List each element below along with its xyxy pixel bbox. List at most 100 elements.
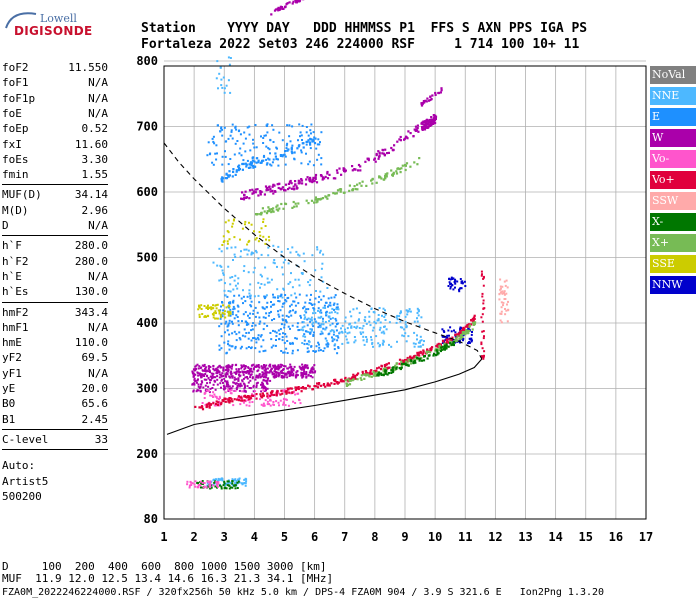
echo-point	[296, 374, 299, 377]
echo-point	[290, 387, 293, 390]
legend-item-x: X+	[650, 234, 696, 252]
echo-point	[238, 164, 241, 167]
echo-point	[309, 178, 312, 181]
echo-point	[381, 149, 385, 152]
echo-point	[212, 140, 215, 143]
echo-point	[364, 374, 368, 377]
echo-point	[263, 307, 266, 310]
echo-point	[232, 259, 234, 261]
echo-point	[295, 1, 298, 4]
echo-point	[282, 154, 285, 157]
echo-point	[325, 343, 328, 346]
echo-point	[468, 324, 472, 327]
param-value: 110.0	[74, 336, 108, 350]
echo-point	[224, 482, 227, 485]
echo-point	[333, 308, 335, 311]
echo-point	[282, 332, 284, 335]
echo-point	[382, 330, 385, 333]
echo-point	[262, 339, 265, 342]
echo-point	[262, 328, 265, 331]
echo-point	[336, 303, 339, 306]
echo-point	[310, 293, 312, 296]
echo-point	[392, 172, 395, 175]
echo-point	[209, 379, 212, 382]
echo-point	[210, 377, 213, 380]
echo-point	[315, 290, 317, 292]
echo-point	[257, 338, 260, 341]
echo-point	[227, 174, 230, 177]
echo-point	[407, 335, 410, 338]
param-value: 11.550	[68, 61, 108, 74]
echo-point	[248, 387, 251, 389]
echo-point	[327, 305, 329, 308]
echo-point	[250, 251, 253, 254]
param-value: N/A	[88, 91, 108, 105]
echo-point	[373, 311, 376, 314]
echo-point	[259, 190, 262, 193]
echo-point	[243, 265, 246, 268]
echo-point	[255, 386, 258, 388]
echo-point	[270, 338, 273, 341]
echo-point	[265, 163, 268, 166]
echo-point	[353, 168, 356, 171]
echo-point	[320, 157, 323, 160]
echo-point	[233, 330, 236, 333]
echo-point	[258, 374, 261, 377]
echo-point	[467, 331, 470, 334]
echo-point	[247, 241, 250, 243]
echo-point	[331, 317, 334, 320]
echo-point	[323, 177, 326, 180]
echo-point	[319, 309, 322, 312]
echo-point	[279, 5, 282, 8]
echo-point	[241, 191, 244, 194]
echo-point	[449, 278, 452, 281]
echo-point	[271, 161, 274, 164]
y-tick-label: 200	[136, 447, 158, 461]
echo-point	[449, 342, 452, 345]
echo-point	[305, 330, 308, 333]
echo-point	[210, 372, 213, 375]
echo-point	[314, 173, 318, 177]
echo-point	[245, 332, 248, 334]
echo-point	[233, 371, 236, 374]
echo-point	[246, 159, 249, 162]
echo-point	[243, 328, 246, 331]
echo-point	[416, 307, 419, 310]
echo-point	[331, 337, 334, 340]
param-value: 280.0	[74, 239, 108, 253]
echo-point	[298, 329, 301, 331]
echo-point	[241, 334, 244, 337]
echo-point	[482, 277, 485, 280]
echo-point	[285, 321, 288, 324]
echo-point	[288, 375, 291, 377]
echo-point	[301, 375, 304, 378]
echo-point	[416, 338, 418, 341]
echo-point	[385, 328, 388, 331]
echo-point	[243, 196, 246, 200]
echo-point	[481, 320, 484, 323]
echo-point	[237, 383, 240, 386]
echo-point	[300, 272, 303, 274]
echo-point	[398, 367, 401, 370]
x-tick-label: 1	[160, 530, 167, 544]
echo-point	[295, 374, 298, 377]
echo-point	[334, 317, 337, 320]
echo-point	[317, 309, 319, 312]
echo-point	[218, 371, 221, 374]
echo-point	[244, 376, 247, 379]
echo-point	[313, 201, 316, 204]
param-label: M(D)	[2, 203, 29, 217]
echo-point	[284, 155, 287, 158]
echo-point	[231, 322, 234, 325]
echo-point	[424, 125, 427, 128]
echo-point	[370, 375, 373, 378]
echo-point	[346, 341, 349, 344]
echo-point	[324, 337, 327, 340]
param-label: B1	[2, 412, 16, 426]
echo-point	[319, 316, 322, 319]
echo-point	[228, 484, 231, 487]
echo-point	[212, 364, 215, 367]
echo-point	[260, 211, 263, 214]
echo-point	[288, 181, 292, 184]
param-value: 69.5	[81, 351, 109, 365]
